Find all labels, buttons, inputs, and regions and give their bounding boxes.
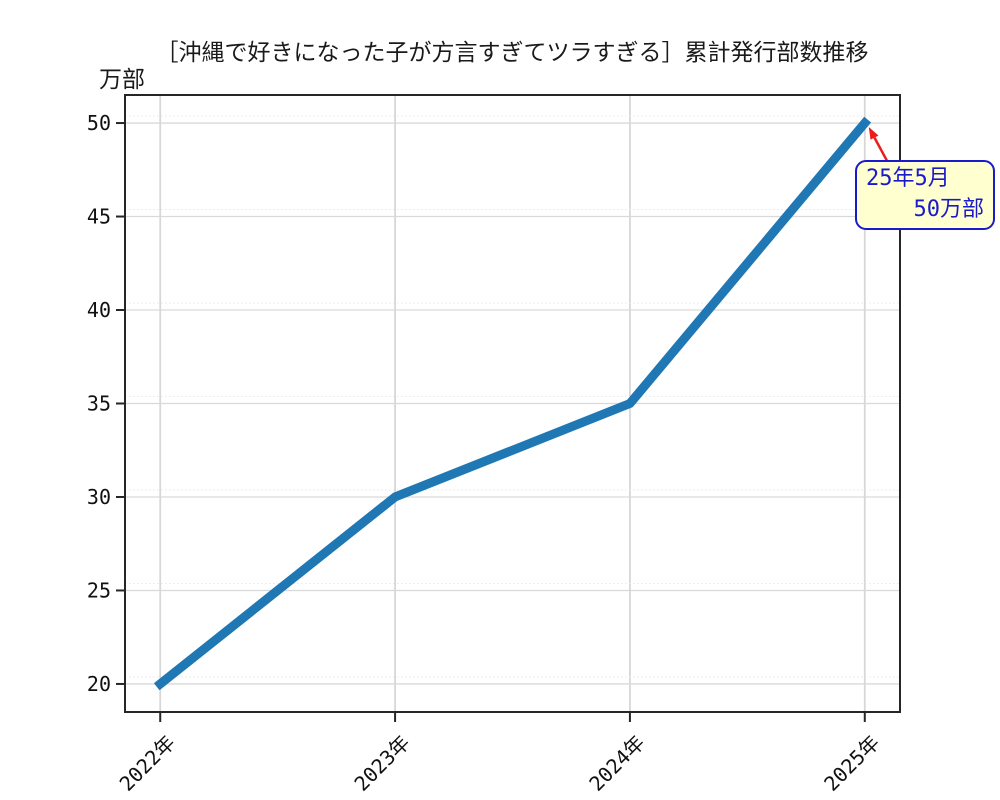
x-tick-label: 2023年 [349, 731, 414, 796]
annotation-box: 25年5月 50万部 [855, 160, 995, 230]
x-tick-label: 2024年 [584, 731, 649, 796]
x-tick-label: 2022年 [115, 731, 180, 796]
y-tick-label: 40 [87, 298, 111, 322]
annotation-arrowhead [868, 127, 879, 140]
y-tick-label: 20 [87, 672, 111, 696]
chart-title: ［沖縄で好きになった子が方言すぎてツラすぎる］累計発行部数推移 [155, 40, 869, 66]
y-tick-label: 45 [87, 205, 111, 229]
y-axis-unit-label: 万部 [99, 67, 145, 93]
y-tick-label: 35 [87, 392, 111, 416]
x-tick-label: 2025年 [819, 731, 884, 796]
y-tick-label: 50 [87, 111, 111, 135]
y-tick-label: 25 [87, 578, 111, 602]
annotation-arrow [873, 137, 890, 165]
y-tick-label: 30 [87, 485, 111, 509]
annotation-line-2: 50万部 [913, 197, 985, 222]
annotation-line-1: 25年5月 [866, 166, 950, 191]
data-line [153, 116, 872, 691]
